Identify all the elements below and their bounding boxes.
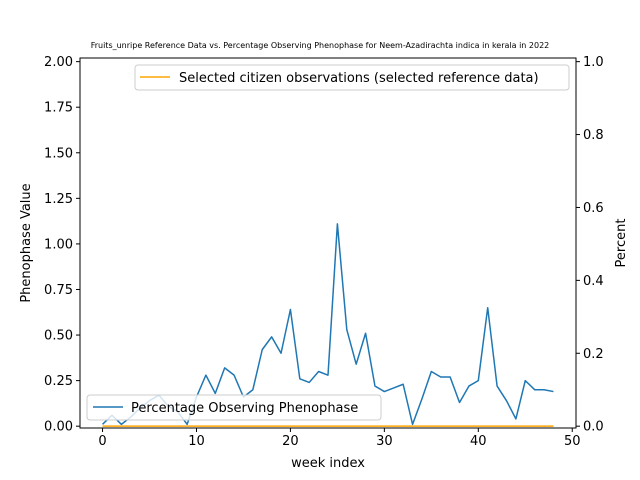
- x-tick-label: 30: [376, 434, 393, 449]
- y-left-tick-label: 0.00: [44, 420, 73, 435]
- y-axis-right: 0.0 0.2 0.4 0.6 0.8 1.0: [576, 55, 604, 435]
- chart-title: Fruits_unripe Reference Data vs. Percent…: [91, 41, 550, 50]
- legend-box: [86, 394, 382, 421]
- y-right-tick-label: 0.6: [583, 201, 604, 216]
- y-right-tick-label: 0.0: [583, 420, 604, 435]
- legend-lower-left: Percentage Observing Phenophase: [86, 394, 382, 421]
- y-left-tick-label: 0.25: [44, 374, 73, 389]
- y-left-tick-label: 1.75: [44, 101, 73, 116]
- y-left-tick-label: 1.50: [44, 146, 73, 161]
- legend-label-reference: Selected citizen observations (selected …: [179, 71, 539, 86]
- x-tick-label: 0: [98, 434, 106, 449]
- x-tick-label: 20: [282, 434, 299, 449]
- legend-box: [134, 64, 570, 91]
- y-right-tick-label: 0.2: [583, 347, 604, 362]
- y-axis-right-label: Percent: [614, 219, 629, 268]
- y-right-tick-label: 0.4: [583, 274, 604, 289]
- y-left-tick-label: 0.50: [44, 329, 73, 344]
- x-tick-label: 40: [470, 434, 487, 449]
- y-left-tick-label: 0.75: [44, 283, 73, 298]
- plot-frame: [79, 57, 577, 429]
- y-right-tick-label: 0.8: [583, 128, 604, 143]
- legend-upper-right: Selected citizen observations (selected …: [134, 64, 570, 91]
- x-axis: 0 10 20 30 40 50: [98, 428, 581, 449]
- y-left-tick-label: 2.00: [44, 55, 73, 70]
- y-left-tick-label: 1.00: [44, 237, 73, 252]
- y-axis-left-label: Phenophase Value: [19, 183, 34, 302]
- y-axis-left: 0.00 0.25 0.50 0.75 1.00 1.25 1.50 1.75 2.00: [44, 55, 80, 435]
- legend-label-percentage: Percentage Observing Phenophase: [131, 401, 358, 416]
- x-tick-label: 10: [188, 434, 205, 449]
- x-tick-label: 50: [564, 434, 581, 449]
- y-right-tick-label: 1.0: [583, 55, 604, 70]
- x-axis-label: week index: [291, 456, 365, 471]
- y-left-tick-label: 1.25: [44, 192, 73, 207]
